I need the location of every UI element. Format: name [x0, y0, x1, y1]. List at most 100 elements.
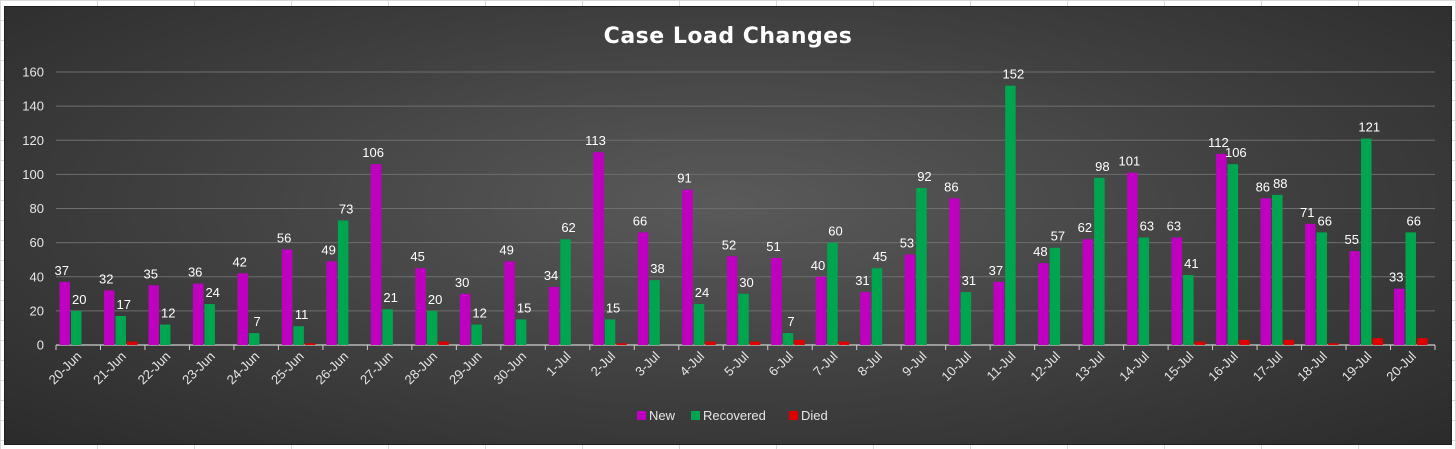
- bar-died[interactable]: [1239, 339, 1250, 345]
- bar-recovered[interactable]: [471, 324, 482, 345]
- data-label-new: 37: [55, 263, 69, 278]
- bar-recovered[interactable]: [70, 310, 82, 345]
- bar-new[interactable]: [815, 276, 827, 345]
- bar-recovered[interactable]: [1049, 247, 1061, 345]
- bar-new[interactable]: [1394, 288, 1405, 345]
- bar-recovered[interactable]: [1183, 275, 1194, 345]
- legend-item-new[interactable]: New: [637, 408, 676, 423]
- bar-recovered[interactable]: [560, 239, 571, 345]
- bar-new[interactable]: [415, 268, 426, 345]
- bar-new[interactable]: [370, 164, 382, 345]
- bar-died[interactable]: [749, 341, 761, 345]
- bar-recovered[interactable]: [248, 333, 260, 345]
- bar-recovered[interactable]: [827, 242, 838, 345]
- bar-new[interactable]: [1305, 223, 1316, 345]
- data-label-recovered: 106: [1225, 145, 1247, 160]
- bar-recovered[interactable]: [1094, 177, 1105, 345]
- bar-new[interactable]: [1038, 263, 1049, 345]
- bar-died[interactable]: [1194, 341, 1206, 345]
- bar-recovered[interactable]: [649, 280, 660, 345]
- bar-recovered[interactable]: [293, 326, 304, 345]
- bar-new[interactable]: [1127, 172, 1138, 345]
- bar-died[interactable]: [1417, 338, 1428, 345]
- bar-new[interactable]: [548, 286, 560, 345]
- bar-new[interactable]: [771, 257, 782, 345]
- data-labels: 3720321735123624427561149731062145203012…: [55, 67, 1421, 329]
- bar-recovered[interactable]: [337, 220, 349, 345]
- bar-died[interactable]: [616, 343, 627, 345]
- data-label-recovered: 92: [917, 169, 931, 184]
- bar-new[interactable]: [1216, 153, 1227, 345]
- bar-new[interactable]: [504, 261, 515, 345]
- bar-new[interactable]: [904, 254, 916, 345]
- chart-area[interactable]: Case Load Changes 0 20 40 60 80 100 120 140 160 …: [4, 6, 1452, 445]
- bar-recovered[interactable]: [204, 304, 215, 345]
- bar-recovered[interactable]: [1227, 164, 1239, 345]
- bar-new[interactable]: [860, 292, 871, 345]
- bar-new[interactable]: [281, 249, 293, 345]
- data-label-recovered: 88: [1273, 176, 1287, 191]
- data-label-recovered: 7: [787, 314, 794, 329]
- bar-died[interactable]: [1372, 338, 1384, 345]
- bar-recovered[interactable]: [738, 293, 749, 345]
- bar-recovered[interactable]: [782, 333, 794, 345]
- bar-recovered[interactable]: [871, 268, 883, 345]
- bar-recovered[interactable]: [960, 292, 972, 345]
- bar-died[interactable]: [794, 339, 805, 345]
- bar-new[interactable]: [1171, 237, 1183, 345]
- data-label-recovered: 60: [828, 224, 842, 239]
- legend-item-recovered[interactable]: Recovered: [691, 408, 766, 423]
- bar-new[interactable]: [993, 281, 1005, 345]
- data-label-new: 48: [1033, 244, 1047, 259]
- bar-new[interactable]: [1082, 239, 1094, 345]
- bar-new[interactable]: [1349, 251, 1361, 345]
- bar-recovered[interactable]: [515, 319, 527, 345]
- bar-new[interactable]: [59, 281, 70, 345]
- legend[interactable]: New Recovered Died: [637, 408, 828, 423]
- bar-new[interactable]: [637, 232, 649, 345]
- bar-recovered[interactable]: [159, 324, 171, 345]
- bar-recovered[interactable]: [916, 188, 927, 345]
- bar-new[interactable]: [326, 261, 337, 345]
- bar-new[interactable]: [192, 283, 204, 345]
- bar-recovered[interactable]: [1005, 85, 1016, 346]
- bar-new[interactable]: [459, 293, 471, 345]
- bar-died[interactable]: [705, 341, 716, 345]
- bar-recovered[interactable]: [1361, 138, 1372, 345]
- bar-recovered[interactable]: [1138, 237, 1150, 345]
- bar-died[interactable]: [438, 341, 449, 345]
- bar-recovered[interactable]: [1405, 232, 1417, 345]
- data-label-recovered: 21: [383, 290, 397, 305]
- legend-swatch: [789, 411, 798, 420]
- bar-recovered[interactable]: [382, 309, 393, 345]
- bar-new[interactable]: [682, 189, 693, 345]
- bar-died[interactable]: [1328, 343, 1339, 345]
- y-tick-label: 100: [22, 167, 44, 182]
- x-tick-label: 12-Jul: [1027, 348, 1063, 384]
- bar-new[interactable]: [103, 290, 115, 345]
- bar-recovered[interactable]: [1272, 194, 1283, 345]
- bar-recovered[interactable]: [693, 304, 705, 345]
- bar-died[interactable]: [304, 343, 316, 345]
- data-label-new: 33: [1389, 270, 1403, 285]
- bar-new[interactable]: [237, 273, 248, 345]
- chart-title: Case Load Changes: [604, 24, 853, 49]
- x-tick-label: 30-Jun: [490, 349, 529, 388]
- bar-recovered[interactable]: [1316, 232, 1328, 345]
- data-label-new: 42: [232, 254, 246, 269]
- bar-new[interactable]: [593, 152, 604, 345]
- bar-recovered[interactable]: [426, 310, 438, 345]
- bar-died[interactable]: [1283, 339, 1295, 345]
- x-tick-label: 20-Jun: [46, 349, 85, 388]
- bar-new[interactable]: [148, 285, 159, 345]
- legend-item-died[interactable]: Died: [789, 408, 828, 423]
- bar-new[interactable]: [949, 198, 960, 345]
- bar-new[interactable]: [1260, 198, 1272, 345]
- bar-new[interactable]: [726, 256, 738, 345]
- bar-recovered[interactable]: [604, 319, 616, 345]
- legend-swatch: [637, 411, 646, 420]
- bar-died[interactable]: [838, 341, 850, 345]
- data-label-recovered: 152: [1003, 67, 1025, 82]
- bar-died[interactable]: [126, 341, 138, 345]
- bar-recovered[interactable]: [115, 315, 126, 345]
